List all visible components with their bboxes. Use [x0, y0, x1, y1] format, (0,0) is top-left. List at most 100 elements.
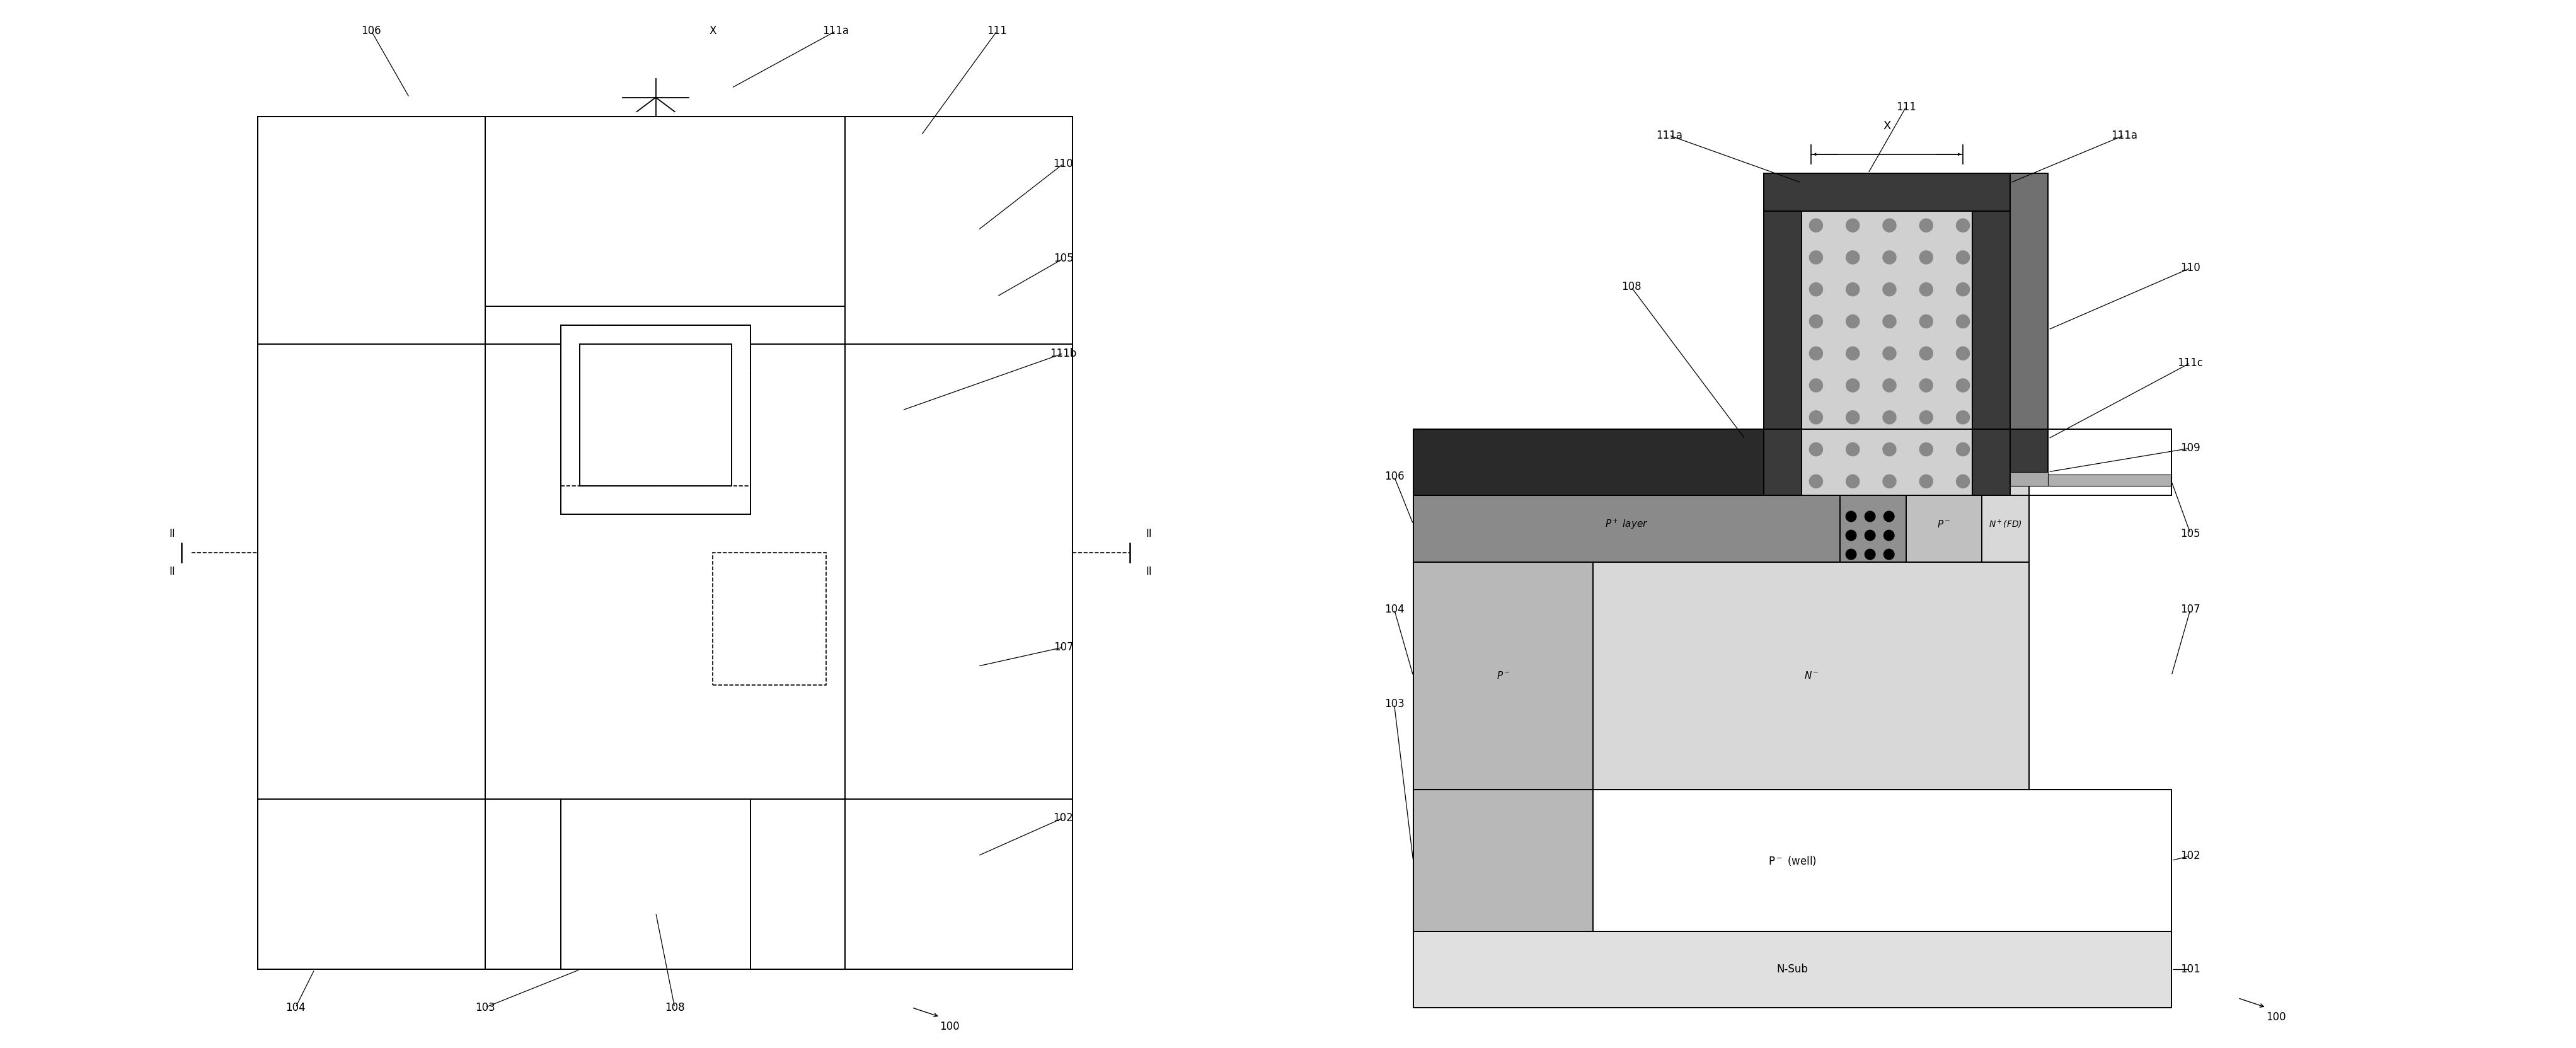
- Circle shape: [1847, 530, 1857, 541]
- Bar: [1765, 173, 1801, 496]
- Circle shape: [1847, 411, 1860, 424]
- Circle shape: [1919, 219, 1932, 232]
- Circle shape: [1919, 283, 1932, 296]
- Bar: [1973, 173, 2009, 496]
- Text: 111: 111: [1896, 102, 1917, 112]
- Text: 106: 106: [361, 25, 381, 37]
- Bar: [258, 116, 484, 969]
- Circle shape: [1883, 219, 1896, 232]
- Text: 102: 102: [2179, 850, 2200, 861]
- Circle shape: [1919, 314, 1932, 328]
- Bar: [1414, 932, 2172, 1007]
- Circle shape: [1883, 475, 1896, 488]
- Circle shape: [1808, 378, 1824, 392]
- Circle shape: [1847, 250, 1860, 264]
- Bar: [1801, 212, 1973, 496]
- Text: N$^-$: N$^-$: [1803, 671, 1819, 681]
- Bar: [258, 116, 1072, 969]
- Circle shape: [1865, 549, 1875, 560]
- Bar: [1414, 789, 2172, 932]
- Text: II: II: [1146, 566, 1151, 577]
- Bar: [1414, 475, 2172, 486]
- Bar: [484, 799, 845, 969]
- Circle shape: [1883, 442, 1896, 456]
- Circle shape: [1865, 530, 1875, 541]
- Circle shape: [1883, 347, 1896, 361]
- Bar: [1981, 486, 2030, 562]
- Text: 104: 104: [1383, 604, 1404, 615]
- Text: X: X: [708, 25, 716, 37]
- Bar: [484, 306, 845, 799]
- Circle shape: [1955, 219, 1971, 232]
- Circle shape: [1883, 549, 1893, 560]
- Circle shape: [1919, 411, 1932, 424]
- Circle shape: [1919, 442, 1932, 456]
- Text: 102: 102: [1054, 812, 1074, 824]
- Bar: [1414, 789, 1592, 932]
- Text: 110: 110: [2179, 262, 2200, 274]
- Bar: [2009, 430, 2048, 477]
- Circle shape: [1847, 219, 1860, 232]
- Text: 107: 107: [2179, 604, 2200, 615]
- Bar: [1765, 173, 2009, 212]
- Bar: [1906, 486, 1981, 562]
- Text: 111c: 111c: [2177, 357, 2202, 369]
- Circle shape: [1883, 250, 1896, 264]
- Circle shape: [1808, 475, 1824, 488]
- Circle shape: [1847, 347, 1860, 361]
- Circle shape: [1955, 378, 1971, 392]
- Text: 104: 104: [286, 1002, 307, 1013]
- Bar: [562, 325, 750, 486]
- Bar: [1765, 173, 2009, 496]
- Circle shape: [1955, 475, 1971, 488]
- Bar: [1592, 562, 2030, 789]
- Circle shape: [1919, 347, 1932, 361]
- Bar: [1414, 562, 2030, 789]
- Bar: [484, 799, 845, 969]
- Text: 111b: 111b: [1051, 348, 1077, 359]
- Bar: [1592, 562, 2030, 789]
- Text: 111: 111: [987, 25, 1007, 37]
- Circle shape: [1847, 475, 1860, 488]
- Circle shape: [1865, 511, 1875, 522]
- Circle shape: [1883, 530, 1893, 541]
- Text: 105: 105: [1054, 253, 1074, 264]
- Bar: [2009, 472, 2048, 486]
- Bar: [845, 116, 1072, 969]
- Circle shape: [1808, 314, 1824, 328]
- Circle shape: [1955, 411, 1971, 424]
- Bar: [580, 344, 732, 486]
- Circle shape: [1883, 411, 1896, 424]
- Text: P$^-$: P$^-$: [1937, 519, 1950, 529]
- Circle shape: [1919, 250, 1932, 264]
- Circle shape: [1808, 442, 1824, 456]
- Circle shape: [1883, 314, 1896, 328]
- Text: N-Sub: N-Sub: [1777, 964, 1808, 976]
- Circle shape: [1808, 250, 1824, 264]
- Text: II: II: [170, 528, 175, 539]
- Circle shape: [1955, 283, 1971, 296]
- Bar: [1414, 430, 2172, 496]
- Text: 100: 100: [2267, 1011, 2285, 1023]
- Bar: [845, 116, 1072, 969]
- Text: 111a: 111a: [822, 25, 850, 37]
- Bar: [1414, 789, 1592, 932]
- Circle shape: [1955, 347, 1971, 361]
- Text: 111a: 111a: [1656, 130, 1682, 141]
- Text: 109: 109: [2179, 442, 2200, 454]
- Text: N$^+$(FD): N$^+$(FD): [1989, 518, 2022, 530]
- Circle shape: [1919, 378, 1932, 392]
- Bar: [258, 116, 484, 969]
- Circle shape: [1883, 283, 1896, 296]
- Circle shape: [1808, 411, 1824, 424]
- Text: P$^-$ (well): P$^-$ (well): [1767, 854, 1816, 867]
- Bar: [562, 325, 750, 515]
- Bar: [562, 799, 750, 969]
- Text: P$^+$ layer: P$^+$ layer: [1605, 518, 1649, 530]
- Text: 105: 105: [2179, 528, 2200, 539]
- Text: 110: 110: [1054, 158, 1074, 170]
- Bar: [1414, 430, 1765, 496]
- Circle shape: [1847, 442, 1860, 456]
- Bar: [1765, 430, 2009, 496]
- Circle shape: [1955, 314, 1971, 328]
